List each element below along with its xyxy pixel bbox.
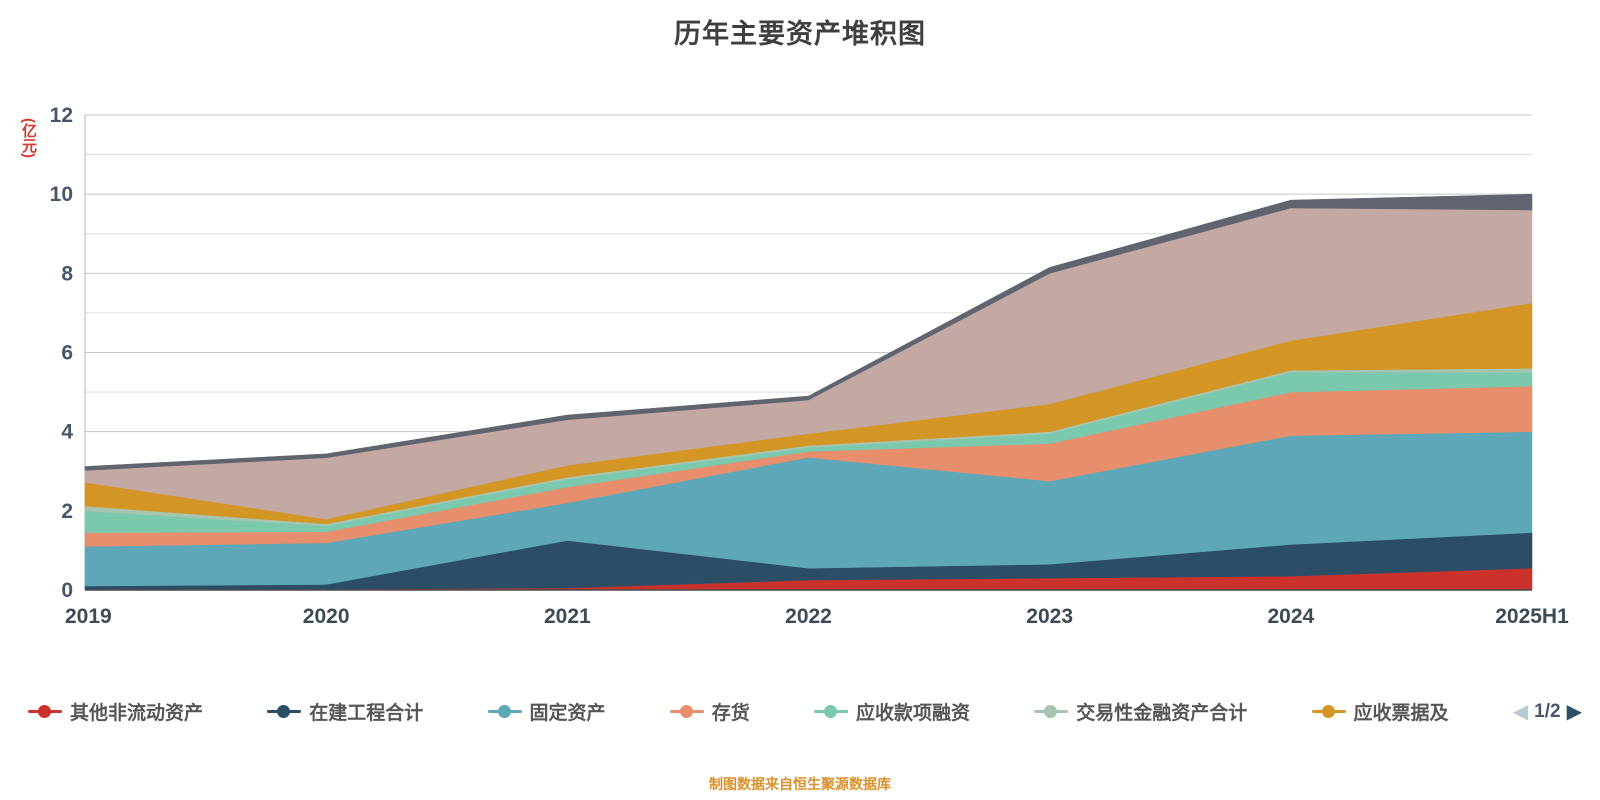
chart-title: 历年主要资产堆积图: [674, 19, 926, 49]
legend-item[interactable]: 其他非流动资产: [28, 698, 203, 725]
legend: 其他非流动资产 在建工程合计 固定资产 存货 应收款项融资 交易性金融资产合计 应收票据及 …: [28, 698, 1582, 725]
x-tick-label: 2023: [1026, 605, 1073, 628]
legend-line-dot-icon: [267, 704, 302, 720]
legend-line-dot-icon: [1311, 704, 1346, 720]
legend-item[interactable]: 应收款项融资: [814, 698, 970, 725]
legend-item-label: 在建工程合计: [309, 703, 424, 724]
legend-line-dot-icon: [487, 704, 522, 720]
x-tick-label: 2022: [785, 605, 832, 628]
x-tick-label: 2021: [544, 605, 591, 628]
legend-line-dot-icon: [814, 704, 848, 720]
y-tick-label: 4: [61, 421, 73, 444]
y-tick-label: 8: [61, 262, 73, 285]
legend-item-label: 应收票据及: [1353, 703, 1449, 724]
x-tick-label: 2020: [303, 605, 350, 628]
legend-item[interactable]: 在建工程合计: [267, 698, 423, 725]
legend-prev-page-icon[interactable]: ◀: [1512, 700, 1529, 723]
legend-page-indicator: 1/2: [1534, 700, 1561, 722]
y-tick-label: 6: [61, 342, 73, 365]
legend-item-label: 应收款项融资: [856, 703, 971, 724]
y-tick-label: 0: [61, 579, 73, 602]
legend-next-page-icon[interactable]: ▶: [1566, 700, 1582, 723]
legend-item-label: 交易性金融资产合计: [1076, 703, 1248, 724]
legend-pager: ◀ 1/2 ▶: [1513, 701, 1582, 723]
legend-item-label: 固定资产: [529, 703, 606, 724]
data-source-note: 制图数据来自恒生聚源数据库: [709, 776, 891, 792]
legend-item[interactable]: 固定资产: [487, 698, 606, 725]
y-tick-label: 2: [61, 500, 73, 523]
x-tick-label: 2019: [65, 605, 112, 628]
legend-item[interactable]: 交易性金融资产合计: [1034, 698, 1247, 725]
legend-line-dot-icon: [28, 704, 62, 720]
legend-line-dot-icon: [1034, 704, 1069, 720]
legend-item[interactable]: 应收票据及: [1311, 698, 1449, 725]
legend-line-dot-icon: [669, 704, 704, 720]
x-tick-label: 2024: [1267, 605, 1314, 628]
legend-item-label: 其他非流动资产: [70, 703, 204, 724]
y-tick-label: 12: [50, 104, 73, 127]
legend-item[interactable]: 存货: [669, 698, 750, 725]
area-series-9: [84, 193, 1533, 471]
y-tick-label: 10: [50, 183, 73, 206]
y-axis-unit-label: (亿元): [20, 118, 37, 158]
x-tick-label: 2025H1: [1495, 605, 1569, 628]
legend-item-label: 存货: [711, 703, 750, 724]
